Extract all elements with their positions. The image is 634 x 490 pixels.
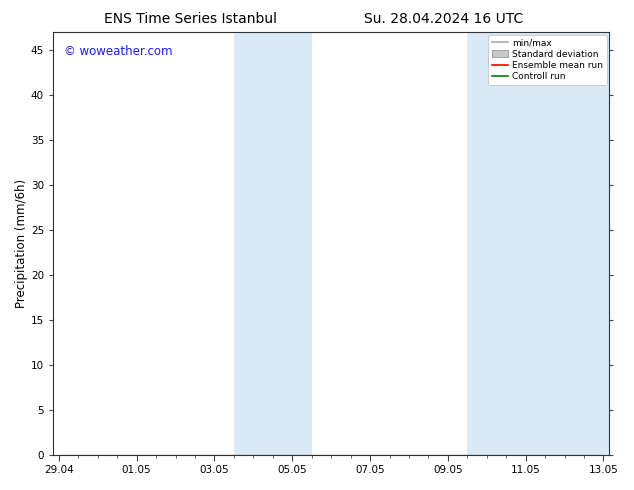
Bar [234,32,312,455]
Text: Su. 28.04.2024 16 UTC: Su. 28.04.2024 16 UTC [364,12,524,26]
Y-axis label: Precipitation (mm/6h): Precipitation (mm/6h) [15,179,28,308]
Text: © woweather.com: © woweather.com [64,45,172,58]
Text: ENS Time Series Istanbul: ENS Time Series Istanbul [104,12,276,26]
Legend: min/max, Standard deviation, Ensemble mean run, Controll run: min/max, Standard deviation, Ensemble me… [488,35,607,85]
Bar [467,32,611,455]
